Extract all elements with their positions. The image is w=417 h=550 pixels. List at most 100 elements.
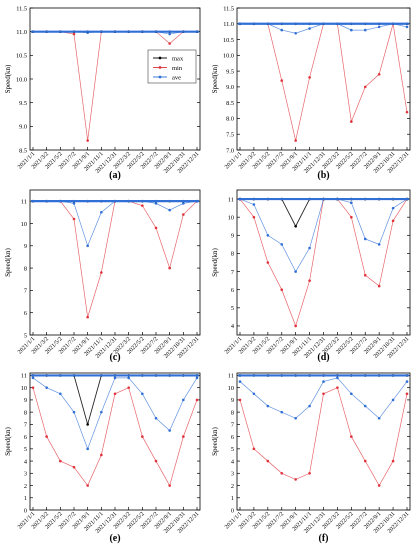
data-point-ave <box>336 376 339 380</box>
y-tick-label: 3 <box>231 471 234 478</box>
data-point-ave <box>308 404 311 408</box>
data-point-ave <box>308 27 311 30</box>
data-point-min <box>266 261 270 264</box>
data-point-ave <box>405 380 409 383</box>
data-point-ave <box>238 380 242 383</box>
data-point-ave <box>363 404 367 408</box>
data-point-ave <box>391 398 395 402</box>
panel-label: (c) <box>109 352 120 363</box>
data-point-ave <box>154 202 158 205</box>
data-point-ave <box>377 243 381 246</box>
series-line-min <box>32 387 198 487</box>
data-point-min <box>168 484 171 487</box>
data-point-ave <box>182 202 185 205</box>
data-point-ave <box>350 28 353 32</box>
data-point-ave <box>182 398 185 402</box>
data-point-min <box>168 266 171 270</box>
panel-0: 8.59.09.510.010.511.011.52021/1/12021/3/… <box>4 5 200 181</box>
data-point-min <box>72 217 76 221</box>
data-point-min <box>113 392 117 396</box>
data-point-ave <box>31 376 35 380</box>
data-point-min <box>280 472 284 475</box>
data-point-ave <box>294 270 297 273</box>
data-point-ave <box>100 410 103 414</box>
y-axis-label: Speed(kn) <box>211 64 219 93</box>
data-point-ave <box>280 28 284 32</box>
data-point-min <box>363 459 367 463</box>
plot-frame <box>236 7 411 151</box>
data-point-min <box>168 42 171 45</box>
data-point-min <box>86 315 89 319</box>
data-point-ave <box>154 416 158 420</box>
legend-label-min: min <box>172 65 183 72</box>
y-tick-label: 9.0 <box>19 124 27 131</box>
data-point-min <box>294 139 297 142</box>
legend-label-max: max <box>172 55 184 62</box>
data-point-min <box>45 435 48 438</box>
y-tick-label: 7 <box>231 422 234 429</box>
data-point-ave <box>266 234 270 237</box>
series-line-ave <box>33 200 198 247</box>
y-tick-label: 6 <box>231 287 234 294</box>
data-point-ave <box>280 410 284 414</box>
data-point-min <box>252 447 256 451</box>
y-tick-label: 8 <box>24 409 27 416</box>
y-tick-label: 10 <box>228 385 234 392</box>
y-tick-label: 5 <box>231 446 234 453</box>
y-tick-label: 9 <box>231 233 234 240</box>
panel-label: (e) <box>109 533 120 544</box>
y-tick-label: 11 <box>21 198 27 205</box>
data-point-ave <box>294 416 297 420</box>
legend-box <box>147 49 197 84</box>
data-point-min <box>363 85 367 89</box>
plot-frame <box>29 189 201 336</box>
data-point-min <box>86 139 89 142</box>
data-point-min <box>405 392 409 396</box>
data-point-min <box>141 435 144 438</box>
data-point-min <box>405 110 409 114</box>
panel-label: (a) <box>109 170 121 181</box>
y-tick-label: 11.0 <box>223 21 234 28</box>
panel-1: 7.07.58.08.59.09.510.010.511.011.52021/1… <box>211 5 410 181</box>
y-axis-label: Speed(kn) <box>211 247 219 276</box>
data-point-ave <box>308 246 311 250</box>
series-line-ave <box>239 377 408 419</box>
data-point-min <box>182 213 185 216</box>
y-tick-label: 6 <box>24 310 27 317</box>
y-axis-label: Speed(kn) <box>4 247 12 276</box>
y-tick-label: 8 <box>231 251 234 258</box>
y-tick-label: 10 <box>21 385 27 392</box>
y-tick-label: 11 <box>21 373 27 380</box>
y-tick-label: 9 <box>24 243 27 250</box>
series-line-max <box>240 198 407 228</box>
data-point-ave <box>294 31 297 35</box>
data-point-min <box>377 284 381 288</box>
data-point-ave <box>113 376 117 380</box>
data-point-ave <box>350 392 353 396</box>
y-tick-label: 4 <box>24 458 28 465</box>
legend-label-ave: ave <box>172 74 181 81</box>
y-tick-label: 11 <box>228 373 234 380</box>
data-point-ave <box>86 447 89 451</box>
series-line-min <box>239 387 408 487</box>
y-tick-label: 9 <box>24 397 27 404</box>
data-point-min <box>266 459 270 463</box>
y-tick-label: 9.5 <box>226 68 234 75</box>
y-tick-label: 8.5 <box>19 147 27 154</box>
y-tick-label: 4 <box>231 458 235 465</box>
data-point-ave <box>100 211 103 214</box>
data-point-min <box>308 76 311 79</box>
panel-2: 5678910112021/1/12021/3/22021/5/22021/7/… <box>4 189 201 363</box>
y-tick-label: 1 <box>231 495 234 502</box>
data-point-min <box>86 484 89 487</box>
y-tick-label: 10 <box>228 214 234 221</box>
y-tick-label: 5 <box>24 332 27 339</box>
legend-marker-ave <box>158 75 162 79</box>
data-point-max <box>294 224 297 228</box>
y-tick-label: 11 <box>228 196 234 203</box>
panel-label: (d) <box>317 352 329 363</box>
y-tick-label: 10.0 <box>16 76 27 83</box>
y-tick-label: 4 <box>231 323 235 330</box>
data-point-min <box>100 453 103 457</box>
data-point-min <box>294 324 297 328</box>
